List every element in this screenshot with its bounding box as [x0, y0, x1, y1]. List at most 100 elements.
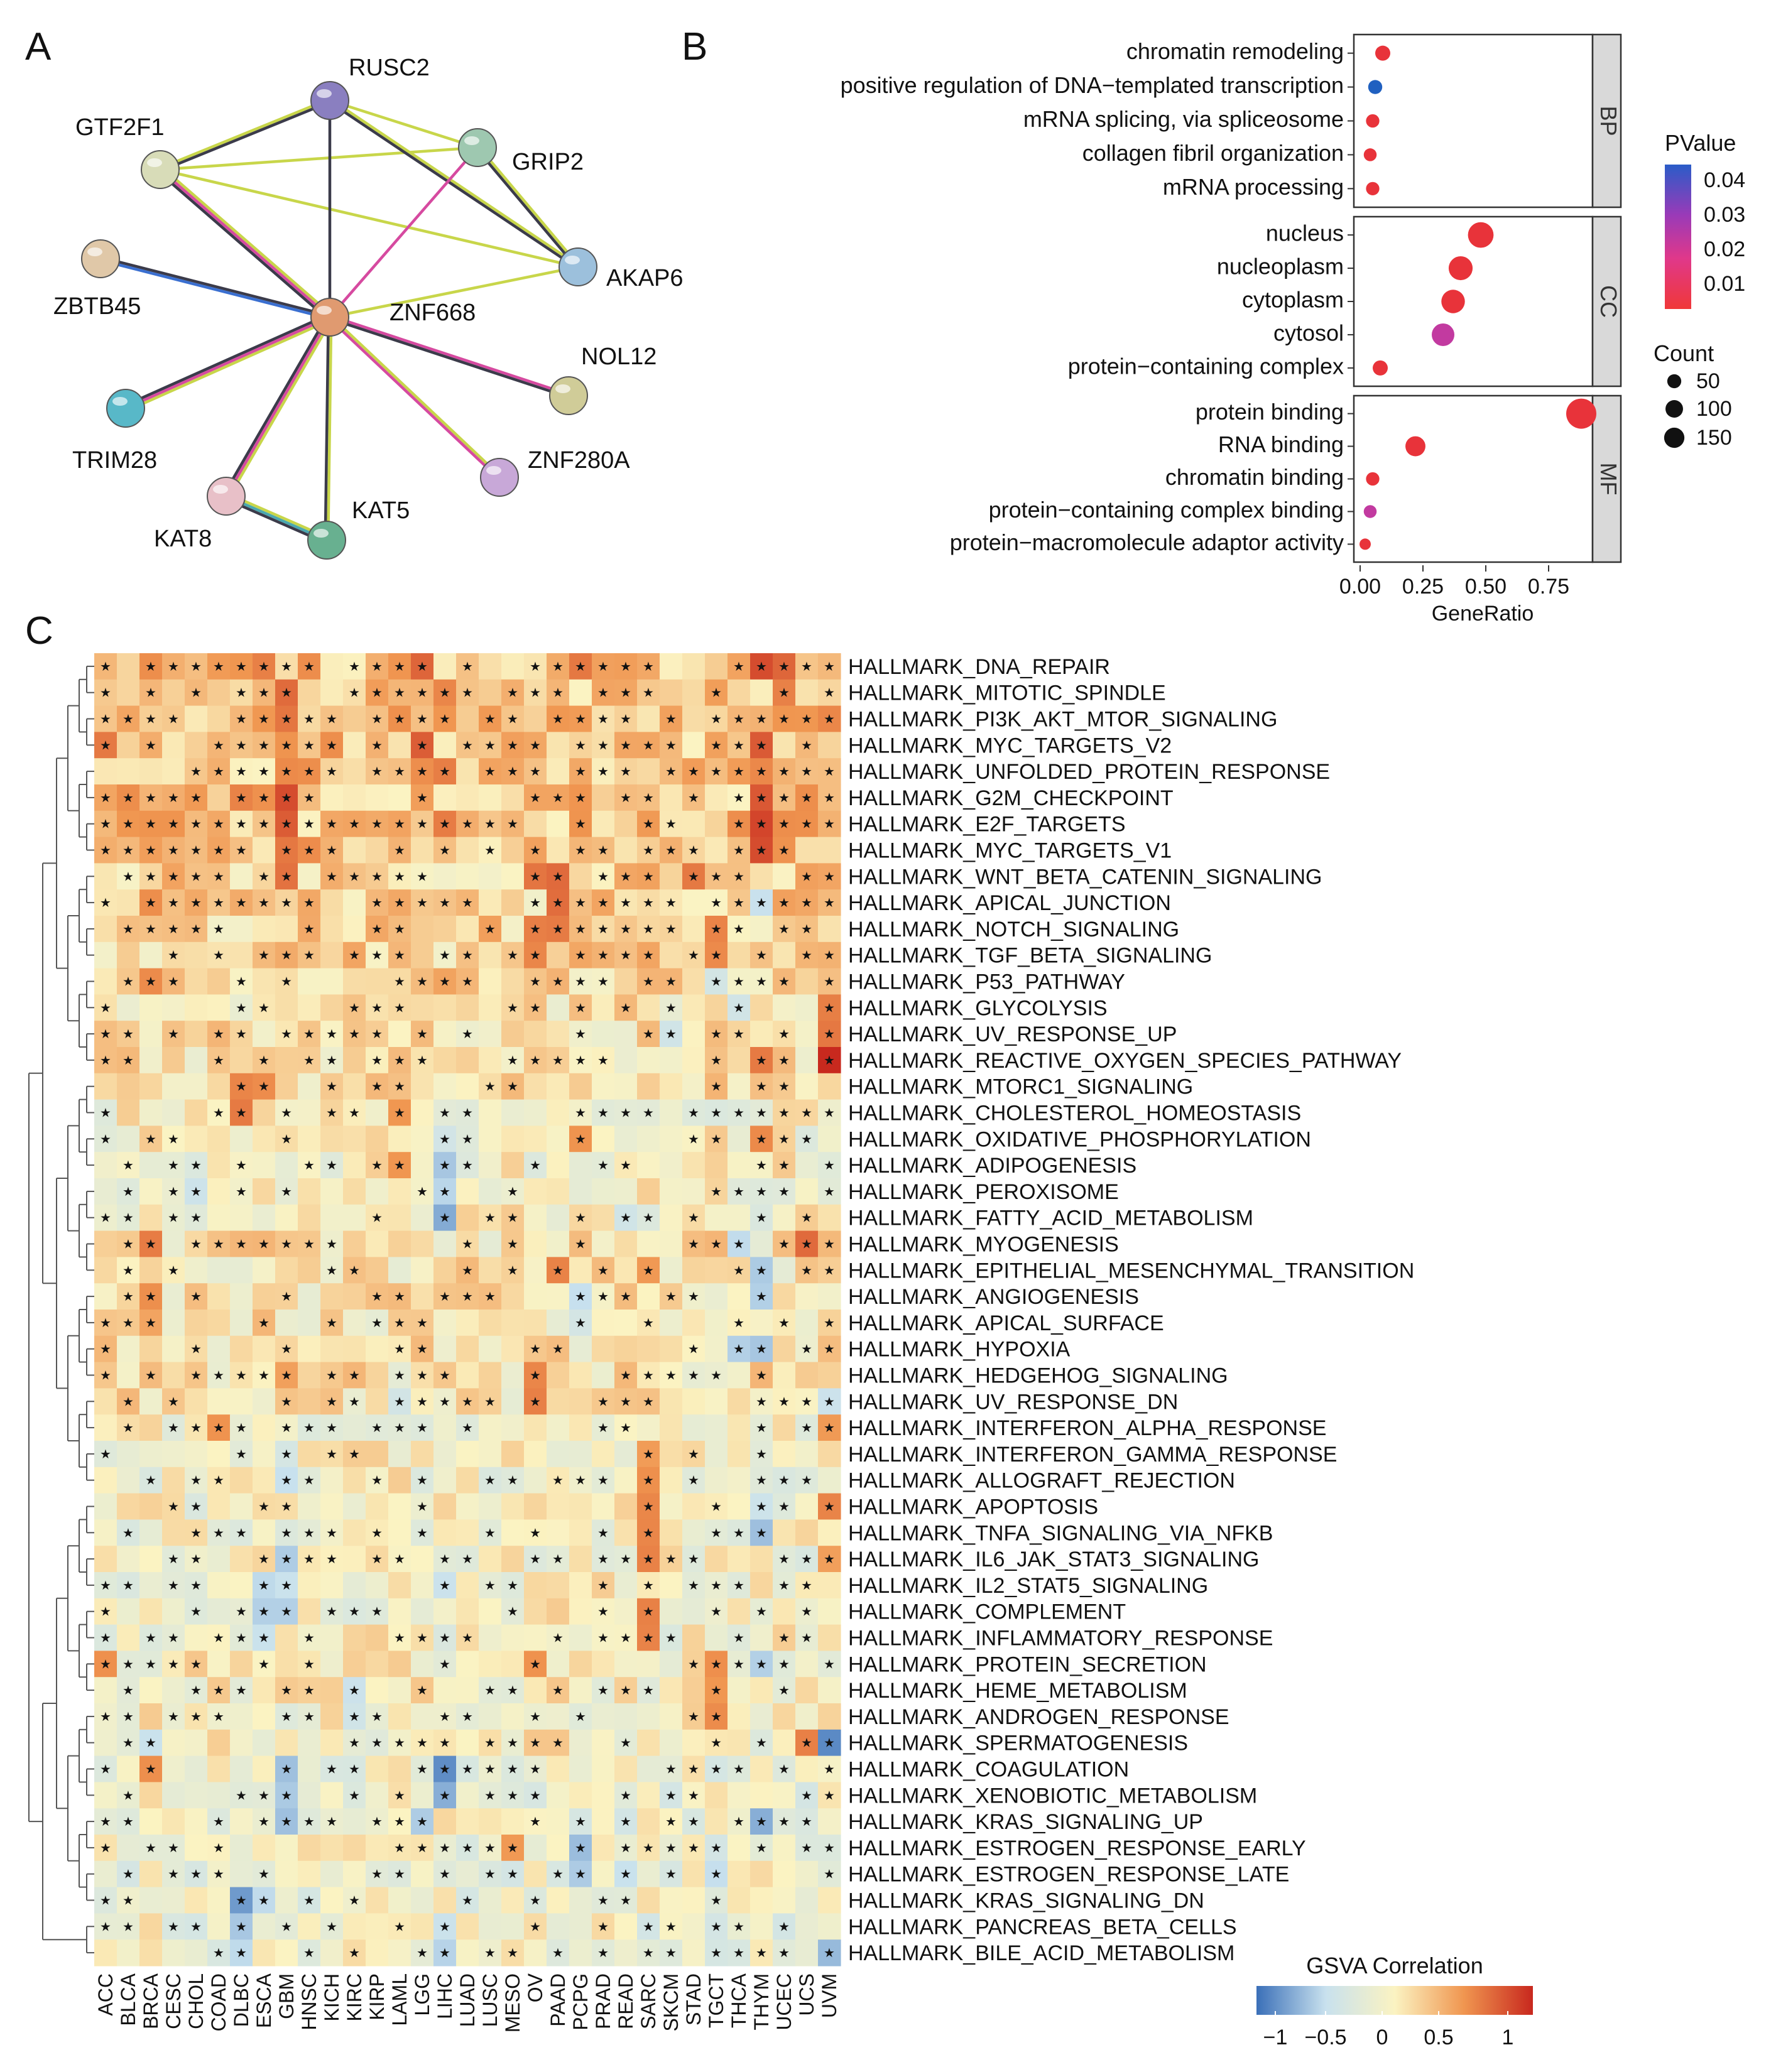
significance-star: ★: [575, 1867, 586, 1882]
significance-star: ★: [824, 1000, 835, 1015]
heatmap-cell: [479, 1099, 502, 1126]
significance-star: ★: [190, 790, 202, 805]
heatmap-cell: [94, 1546, 117, 1573]
heatmap-cell: [705, 1598, 728, 1625]
heatmap-cell: [139, 1546, 163, 1573]
heatmap-cell: [524, 1073, 547, 1100]
heatmap-cell: [524, 1414, 547, 1441]
network-edge: [158, 146, 479, 171]
heatmap-cell: [705, 1546, 728, 1573]
significance-star: ★: [756, 1499, 767, 1514]
significance-star: ★: [733, 1026, 744, 1041]
significance-star: ★: [100, 1604, 111, 1619]
heatmap-cell: [727, 1388, 751, 1415]
significance-star: ★: [530, 1000, 541, 1015]
heatmap-cell: [501, 1441, 525, 1468]
heatmap-cell: [727, 1703, 751, 1730]
heatmap-cell: [705, 863, 728, 890]
heatmap-cell: [230, 679, 253, 707]
column-label: THCA: [727, 1973, 750, 2028]
significance-star: ★: [530, 1893, 541, 1908]
heatmap-cell: [117, 1152, 140, 1179]
heatmap-cell: [185, 810, 208, 838]
heatmap-cell: [637, 1021, 660, 1048]
significance-star: ★: [801, 790, 812, 805]
significance-star: ★: [620, 1420, 631, 1435]
heatmap-cell: [705, 1047, 728, 1074]
heatmap-cell: [524, 941, 547, 969]
significance-star: ★: [258, 1893, 270, 1908]
significance-star: ★: [145, 737, 156, 752]
significance-star: ★: [507, 1210, 518, 1225]
significance-star: ★: [824, 790, 835, 805]
heatmap-cell: [750, 1860, 773, 1888]
heatmap-cell: [320, 679, 344, 707]
significance-star: ★: [168, 948, 179, 963]
column-label: STAD: [682, 1973, 705, 2026]
significance-star: ★: [462, 1105, 473, 1120]
heatmap-cell: [569, 653, 592, 680]
heatmap-cell: [818, 1467, 841, 1494]
row-label: HALLMARK_COAGULATION: [848, 1758, 1129, 1782]
heatmap-cell: [320, 1021, 344, 1048]
heatmap-cell: [185, 1939, 208, 1966]
heatmap-cell: [343, 1204, 366, 1232]
significance-star: ★: [303, 659, 315, 674]
network-edge: [160, 166, 334, 317]
heatmap-cell: [94, 705, 117, 732]
significance-star: ★: [801, 1578, 812, 1593]
significance-star: ★: [326, 1105, 337, 1120]
significance-star: ★: [439, 1762, 450, 1777]
significance-star: ★: [100, 1368, 111, 1383]
significance-star: ★: [733, 1656, 744, 1671]
heatmap-cell: [614, 679, 638, 707]
heatmap-cell: [795, 810, 819, 838]
heatmap-cell: [727, 1467, 751, 1494]
heatmap-cell: [230, 994, 253, 1021]
heatmap-cell: [750, 1677, 773, 1704]
heatmap-cell: [592, 837, 615, 864]
heatmap-cell: [727, 1414, 751, 1441]
heatmap-cell: [501, 1257, 525, 1284]
heatmap-cell: [139, 732, 163, 759]
heatmap-cell: [185, 1519, 208, 1546]
heatmap-cell: [433, 968, 457, 995]
heatmap-cell: [343, 1624, 366, 1651]
heatmap-cell: [501, 1310, 525, 1337]
heatmap-cell: [727, 1835, 751, 1862]
heatmap-cell: [185, 1204, 208, 1232]
significance-star: ★: [462, 1630, 473, 1646]
significance-star: ★: [281, 1289, 292, 1304]
heatmap-cell: [569, 1467, 592, 1494]
significance-star: ★: [371, 1210, 383, 1225]
heatmap-cell: [139, 1388, 163, 1415]
heatmap-cell: [592, 1310, 615, 1337]
heatmap-cell: [117, 1414, 140, 1441]
heatmap-cell: [727, 758, 751, 785]
heatmap-cell: [592, 1624, 615, 1651]
heatmap-cell: [230, 1204, 253, 1232]
heatmap-cell: [569, 1204, 592, 1232]
heatmap-cell: [479, 1493, 502, 1520]
heatmap-cell: [795, 1651, 819, 1678]
significance-star: ★: [733, 1814, 744, 1829]
significance-star: ★: [371, 816, 383, 832]
significance-star: ★: [281, 1420, 292, 1435]
heatmap-cell: [298, 653, 321, 680]
network-node-circle: [307, 521, 346, 560]
heatmap-cell: [501, 810, 525, 838]
heatmap-cell: [253, 1414, 276, 1441]
heatmap-cell: [456, 1388, 479, 1415]
significance-star: ★: [145, 1237, 156, 1252]
significance-star: ★: [530, 1394, 541, 1409]
significance-star: ★: [236, 816, 247, 832]
significance-star: ★: [145, 974, 156, 989]
significance-star: ★: [168, 1210, 179, 1225]
heatmap-cell: [411, 705, 434, 732]
significance-star: ★: [462, 1262, 473, 1277]
column-label: SKCM: [660, 1973, 682, 2031]
significance-star: ★: [281, 1683, 292, 1698]
significance-star: ★: [756, 1184, 767, 1199]
significance-star: ★: [168, 659, 179, 674]
